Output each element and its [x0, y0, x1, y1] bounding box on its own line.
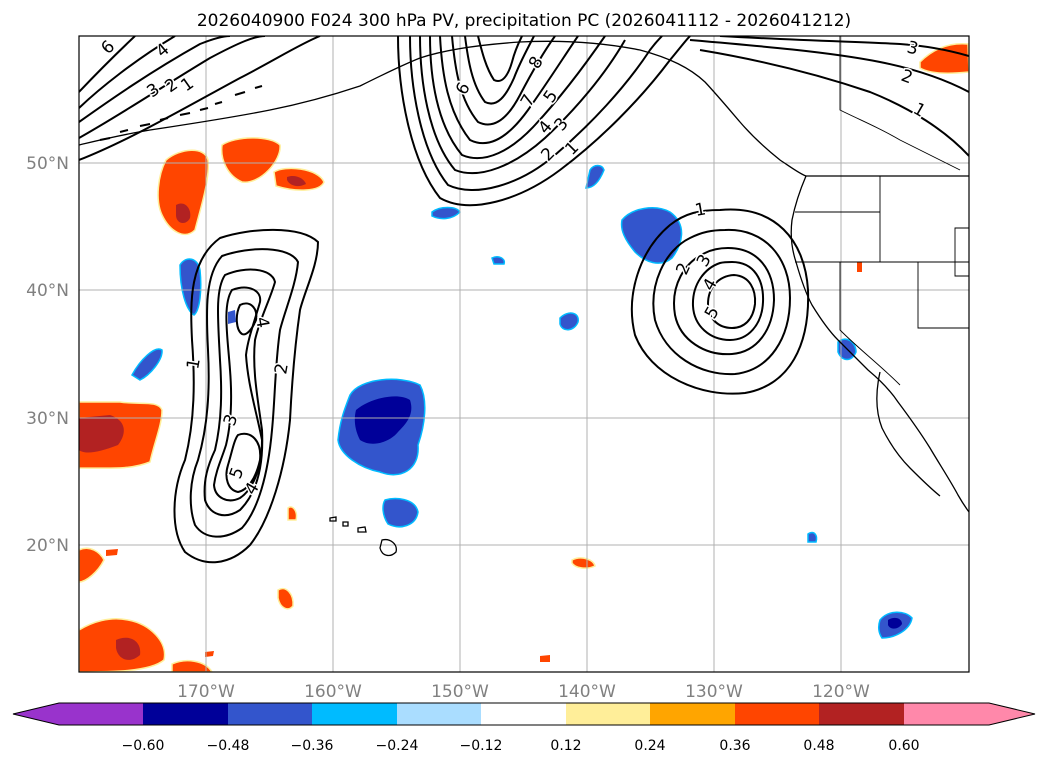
precip-area — [228, 310, 236, 324]
colorbar-tick-label: 0.48 — [803, 738, 834, 754]
contour-label: 4 — [251, 315, 273, 329]
colorbar-ticks: −0.60 −0.48 −0.36 −0.24 −0.12 0.12 0.24 … — [122, 738, 920, 754]
colorbar-segment — [228, 703, 312, 725]
colorbar-tick-label: 0.24 — [634, 738, 665, 754]
bc-coast — [790, 175, 969, 513]
precip-area — [807, 531, 818, 543]
alaska-inland — [839, 36, 961, 171]
precip-area — [857, 262, 862, 272]
colorbar-segment — [481, 703, 566, 725]
lon-label: 120°W — [812, 682, 870, 702]
lon-label: 130°W — [685, 682, 743, 702]
map-frame — [78, 35, 970, 673]
alaska-aleutian-coast — [79, 40, 807, 177]
contour-group-north — [397, 36, 691, 207]
precip-area — [491, 256, 506, 265]
colorbar-tick-label: −0.48 — [207, 738, 250, 754]
colorbar-tick-label: −0.12 — [460, 738, 503, 754]
precip-area — [205, 651, 214, 657]
precip-area — [171, 659, 213, 672]
positive-precip-areas — [79, 43, 969, 672]
lat-label: 50°N — [26, 154, 69, 174]
lon-label: 150°W — [431, 682, 489, 702]
colorbar-tick-label: −0.36 — [291, 738, 334, 754]
colorbar: −0.60 −0.48 −0.36 −0.24 −0.12 0.12 0.24 … — [12, 702, 1036, 754]
colorbar-segment — [566, 703, 650, 725]
baja-coast — [876, 371, 941, 497]
precip-area — [540, 655, 550, 662]
contour-group-ne — [689, 36, 969, 157]
precip-area — [585, 164, 605, 189]
precip-area — [382, 497, 419, 528]
gridlines — [79, 36, 969, 672]
lat-label: 30°N — [26, 409, 69, 429]
hawaii-islands — [329, 516, 397, 557]
colorbar-segment — [819, 703, 904, 725]
precip-area — [116, 637, 141, 660]
colorbar-segment — [59, 703, 143, 725]
precip-area — [79, 547, 105, 583]
colorbar-tick-label: 0.12 — [550, 738, 581, 754]
colorbar-extend-high — [989, 703, 1035, 725]
precip-area — [919, 43, 969, 74]
colorbar-segments — [13, 703, 1035, 725]
contour-label: 1 — [693, 199, 707, 221]
lat-labels: 50°N 40°N 30°N 20°N — [26, 154, 69, 556]
precip-area — [287, 175, 306, 187]
lat-label: 40°N — [26, 281, 69, 301]
precip-area — [287, 506, 298, 521]
colorbar-segment — [904, 703, 989, 725]
precip-area — [559, 312, 579, 331]
colorbar-tick-label: 0.60 — [888, 738, 919, 754]
colorbar-segment — [397, 703, 481, 725]
colorbar-tick-label: 0.36 — [719, 738, 750, 754]
lon-labels: 170°W 160°W 150°W 140°W 130°W 120°W — [177, 682, 870, 702]
pv-contours — [79, 36, 969, 564]
colorbar-segment — [650, 703, 735, 725]
coastlines — [79, 36, 969, 557]
lon-label: 160°W — [304, 682, 362, 702]
map-panel: 6 4 3 2 1 6 8 7 5 4 3 2 1 4 1 2 3 5 4 1 — [78, 35, 970, 673]
colorbar-segment — [143, 703, 228, 725]
precip-area — [620, 207, 683, 264]
precip-area — [157, 149, 209, 236]
negative-precip-areas — [131, 164, 913, 639]
contour-label: 1 — [183, 357, 205, 371]
precip-area — [888, 617, 902, 629]
colorbar-tick-label: −0.24 — [376, 738, 419, 754]
lon-label: 170°W — [177, 682, 235, 702]
lat-label: 20°N — [26, 536, 69, 556]
precip-area — [131, 348, 163, 381]
precip-area — [176, 203, 191, 224]
us-state-borders — [795, 176, 969, 386]
precip-area — [220, 137, 281, 183]
precipitation-shading — [79, 43, 969, 672]
colorbar-tick-label: −0.60 — [122, 738, 165, 754]
precip-area — [354, 396, 412, 444]
contour-group-nw — [79, 36, 321, 161]
precip-area — [277, 587, 294, 610]
contour-group-east — [631, 208, 810, 395]
colorbar-segment — [735, 703, 819, 725]
precip-area — [571, 557, 596, 569]
contour-label: 2 — [271, 362, 293, 376]
lon-label: 140°W — [558, 682, 616, 702]
precip-area — [79, 415, 124, 453]
map-title: 2026040900 F024 300 hPa PV, precipitatio… — [197, 11, 851, 31]
colorbar-segment — [312, 703, 397, 725]
contour-group-west — [173, 228, 320, 564]
colorbar-extend-low — [13, 703, 59, 725]
colorbar-outline — [12, 702, 1036, 726]
precip-area — [106, 549, 118, 556]
